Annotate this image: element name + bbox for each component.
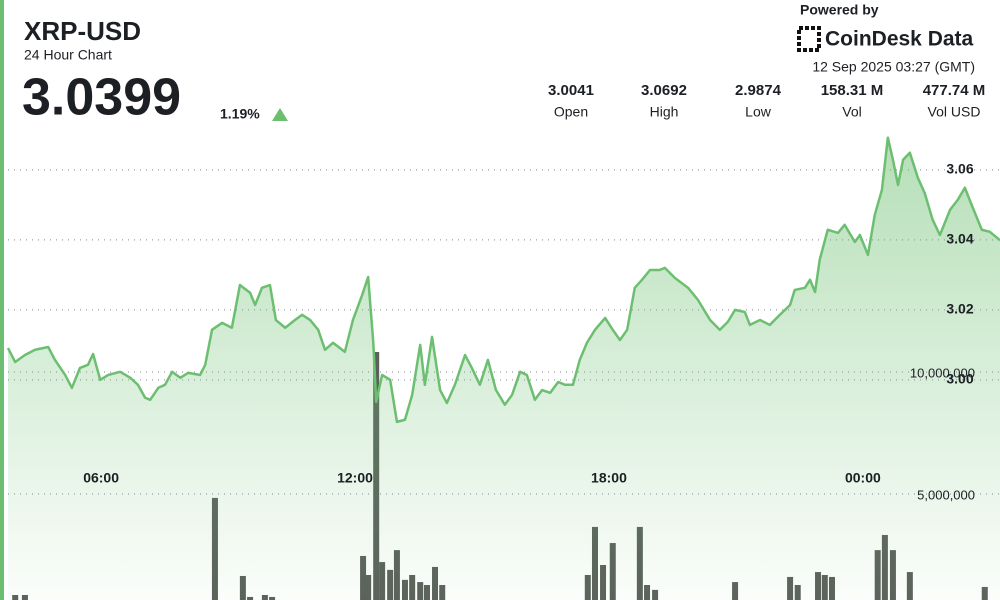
price: 3.0399 — [22, 69, 181, 127]
stat-label: Low — [745, 104, 772, 120]
price-area — [8, 137, 1000, 600]
brand-logo — [797, 26, 821, 52]
y-tick-label: 3.04 — [946, 231, 973, 247]
y2-tick-label: 10,000,000 — [910, 365, 975, 380]
y2-tick-label: 5,000,000 — [917, 487, 975, 502]
y-tick-label: 3.00 — [946, 371, 973, 387]
y-tick-label: 3.06 — [946, 161, 973, 177]
x-tick-label: 18:00 — [591, 470, 627, 486]
stat-label: Vol — [842, 104, 861, 120]
brand-name: CoinDesk Data — [825, 28, 974, 51]
change: 1.19% — [220, 106, 260, 122]
powered-by: Powered by — [800, 2, 879, 18]
stat-label: High — [650, 104, 679, 120]
x-tick-label: 06:00 — [83, 470, 119, 486]
y-tick-label: 3.02 — [946, 301, 973, 317]
accent-bar — [0, 0, 4, 600]
stat-value: 3.0692 — [641, 82, 687, 99]
x-tick-label: 00:00 — [845, 470, 881, 486]
chart-subtitle: 24 Hour Chart — [24, 47, 112, 63]
stat-value: 477.74 M — [923, 82, 986, 99]
stat-label: Open — [554, 104, 588, 120]
stat-value: 2.9874 — [735, 82, 782, 99]
up-arrow — [272, 108, 288, 121]
plot-area: 06:00 12:00 18:00 00:00 3.00 3.02 3.04 3.06 5,00… — [6, 136, 1000, 600]
stats: 3.0041 Open 3.0692 High 2.9874 Low 158.31 M Vol… — [548, 82, 985, 120]
price-line — [6, 136, 1000, 424]
stat-label: Vol USD — [928, 104, 981, 120]
stat-value: 158.31 M — [821, 82, 884, 99]
stat-value: 3.0041 — [548, 82, 594, 99]
timestamp: 12 Sep 2025 03:27 (GMT) — [812, 59, 975, 75]
chart-title: XRP-USD — [24, 16, 141, 46]
x-tick-label: 12:00 — [337, 470, 373, 486]
